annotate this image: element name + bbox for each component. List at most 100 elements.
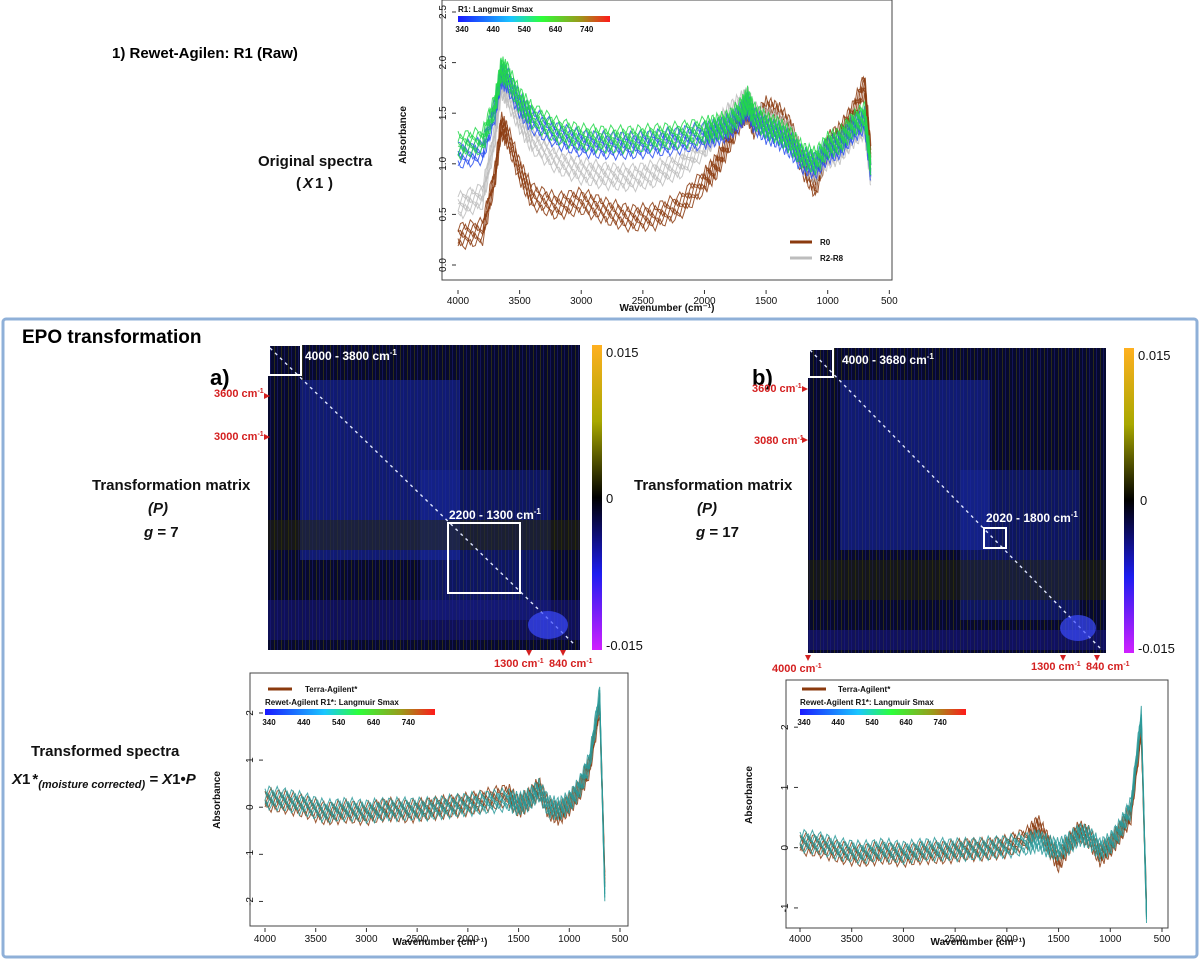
panel-a-letter: a) <box>210 365 230 390</box>
y-tick-label: 0 <box>245 804 256 810</box>
matrix-b-left-marks: 3600 cm-1 3080 cm-1 <box>752 383 808 447</box>
svg-text:3600 cm-1: 3600 cm-1 <box>752 383 802 395</box>
x-tick-label: 3500 <box>305 934 328 945</box>
svg-text:-0.015: -0.015 <box>1138 641 1175 656</box>
series-line-1-2 <box>799 714 1147 916</box>
y-tick-label: 1 <box>780 784 791 790</box>
matrix-b-box2 <box>983 527 1007 549</box>
svg-text:3000 cm-1: 3000 cm-1 <box>214 431 264 443</box>
x-tick-label: 1000 <box>1099 934 1122 945</box>
svg-text:3080 cm-1: 3080 cm-1 <box>754 435 804 447</box>
svg-text:g = 17: g = 17 <box>695 524 739 541</box>
colorbar-tick-label: 740 <box>402 718 416 727</box>
x-tick-label: 4000 <box>789 934 812 945</box>
tb-legend-brown: Terra-Agilent* <box>838 685 891 694</box>
svg-text:g = 7: g = 7 <box>143 524 179 541</box>
svg-text:0: 0 <box>606 491 613 506</box>
matrix-a-box2 <box>447 522 521 594</box>
x-tick-label: 4000 <box>254 934 277 945</box>
matrix-a-box1 <box>268 344 302 376</box>
matrix-a-left-marks: 3600 cm-1 3000 cm-1 <box>214 388 270 443</box>
colorbar-tick-label: 540 <box>865 718 879 727</box>
svg-text:1300 cm-1: 1300 cm-1 <box>494 658 544 670</box>
x-tick-label: 2000 <box>457 934 480 945</box>
original-ylabel: Absorbance <box>398 106 409 164</box>
svg-text:Transformation matrix: Transformation matrix <box>634 477 793 494</box>
series-line-1-0 <box>264 703 606 902</box>
colorbar-tick-label: 640 <box>549 25 563 34</box>
x-tick-label: 2000 <box>996 934 1019 945</box>
svg-text:0.015: 0.015 <box>606 345 639 360</box>
matrix-a-bottom-marks: 1300 cm-1 840 cm-1 <box>494 650 593 670</box>
ta-colorbar-title: Rewet-Agilent R1*: Langmuir Smax <box>265 698 399 707</box>
colorbar-tick-label: 340 <box>455 25 469 34</box>
matrix-a: 4000 - 3800 cm-1 2200 - 1300 cm-1 <box>268 344 580 650</box>
matrix-b-box2-label: 2020 - 1800 cm-1 <box>986 510 1078 525</box>
x-tick-label: 3000 <box>570 296 593 307</box>
x-tick-label: 4000 <box>447 296 470 307</box>
series-line-3-5 <box>457 56 871 157</box>
svg-text:Transformation matrix: Transformation matrix <box>92 477 251 494</box>
colorbar-tick-label: 540 <box>518 25 532 34</box>
tb-colorbar-title: Rewet-Agilent R1*: Langmuir Smax <box>800 698 934 707</box>
y-tick-label: -1 <box>780 903 791 912</box>
transformed-formula: X1 *(moisture corrected) = X1•P <box>11 771 197 791</box>
original-xlabel: Wavenumber (cm⁻¹) <box>620 303 715 314</box>
panel-a-side-label: Transformation matrix (P) g = 7 <box>92 477 251 541</box>
series-line-1-4 <box>264 686 606 887</box>
tb-ylabel: Absorbance <box>744 766 755 824</box>
original-spectra-var: ( X 1 ) <box>296 175 333 192</box>
colorbar-tick-label: 440 <box>486 25 500 34</box>
transformed-label: Transformed spectra <box>31 743 180 760</box>
colorbar-tick-label: 540 <box>332 718 346 727</box>
colorbar-a: 0.015 0 -0.015 <box>592 345 643 653</box>
series-line-1-1 <box>799 719 1147 920</box>
matrix-b-box1-label: 4000 - 3680 cm-1 <box>842 352 934 367</box>
series-line-1-4 <box>799 705 1147 909</box>
svg-text:0: 0 <box>1140 493 1147 508</box>
y-tick-label: 0 <box>780 844 791 850</box>
legend-r0: R0 <box>820 238 831 247</box>
original-spectra-label: Original spectra <box>258 153 373 170</box>
svg-text:4000 cm-1: 4000 cm-1 <box>772 663 822 675</box>
x-tick-label: 1500 <box>507 934 530 945</box>
ta-legend-brown: Terra-Agilent* <box>305 685 358 694</box>
y-tick-label: 2.0 <box>438 55 449 69</box>
matrix-b-bottom-marks: 4000 cm-1 1300 cm-1 840 cm-1 <box>772 655 1130 675</box>
svg-text:3600 cm-1: 3600 cm-1 <box>214 388 264 400</box>
y-tick-label: 2.5 <box>438 5 449 19</box>
x-tick-label: 2000 <box>693 296 716 307</box>
svg-text:0.015: 0.015 <box>1138 348 1171 363</box>
colorbar-tick-label: 340 <box>262 718 276 727</box>
matrix-a-box2-label: 2200 - 1300 cm-1 <box>449 507 541 522</box>
colorbar-tick-label: 640 <box>367 718 381 727</box>
original-spectra-chart: R1: Langmuir Smax 340 440 540 640 740 R0 R2-… <box>398 0 898 314</box>
y-tick-label: 1 <box>245 757 256 763</box>
svg-text:-0.015: -0.015 <box>606 638 643 653</box>
y-tick-label: 1.0 <box>438 156 449 170</box>
y-tick-label: -2 <box>245 897 256 906</box>
colorbar-tick-label: 740 <box>933 718 947 727</box>
x-tick-label: 1000 <box>817 296 840 307</box>
matrix-a-box1-label: 4000 - 3800 cm-1 <box>305 348 397 363</box>
x-tick-label: 2500 <box>944 934 967 945</box>
matrix-b-box1 <box>808 348 834 378</box>
svg-text:840 cm-1: 840 cm-1 <box>1086 661 1130 673</box>
legend-r2-r8: R2-R8 <box>820 254 844 263</box>
y-tick-label: 0.5 <box>438 207 449 221</box>
y-tick-label: -1 <box>245 849 256 858</box>
svg-text:(P): (P) <box>148 500 168 517</box>
transformed-chart-b: Terra-Agilent* Rewet-Agilent R1*: Langmu… <box>744 679 1171 948</box>
colorbar-tick-label: 340 <box>797 718 811 727</box>
colorbar-tick-label: 440 <box>831 718 845 727</box>
epo-title: EPO transformation <box>22 327 201 348</box>
colorbar-tick-label: 440 <box>297 718 311 727</box>
original-colorbar-title: R1: Langmuir Smax <box>458 5 534 14</box>
svg-text:(P): (P) <box>697 500 717 517</box>
x-tick-label: 500 <box>881 296 898 307</box>
panel-b-side-label: Transformation matrix (P) g = 17 <box>634 477 793 541</box>
transformed-chart-a: Terra-Agilent* Rewet-Agilent R1*: Langmu… <box>212 672 629 948</box>
original-colorbar <box>458 16 610 22</box>
x-tick-label: 3500 <box>841 934 864 945</box>
original-var-x: X <box>302 175 314 192</box>
